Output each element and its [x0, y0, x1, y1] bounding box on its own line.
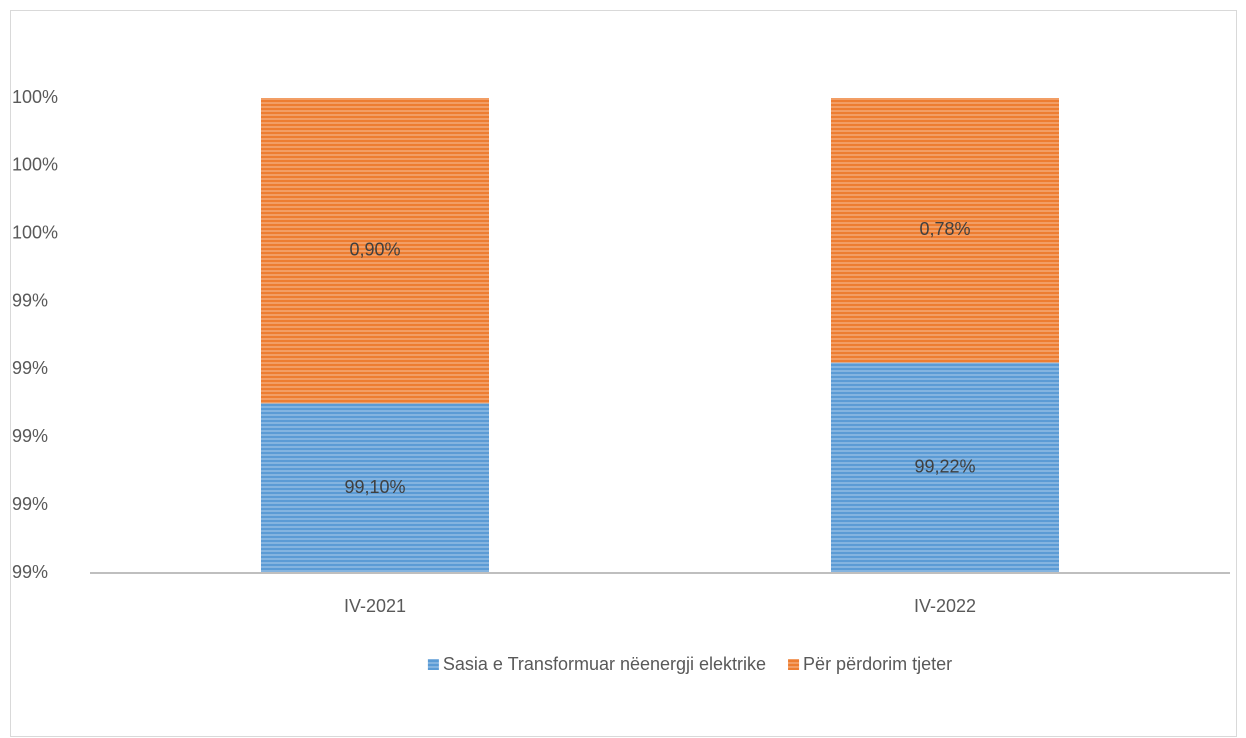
y-tick-label: 99% — [12, 290, 48, 310]
legend-label: Për përdorim tjeter — [803, 654, 952, 674]
legend-swatch — [788, 659, 800, 670]
x-tick-label: IV-2021 — [344, 596, 406, 616]
y-tick-label: 99% — [12, 358, 48, 378]
y-tick-label: 100% — [12, 155, 58, 175]
data-label: 0,78% — [919, 219, 970, 239]
x-tick-label: IV-2022 — [914, 596, 976, 616]
data-label: 0,90% — [349, 239, 400, 259]
bar-segment — [831, 98, 1059, 363]
y-tick-label: 99% — [12, 562, 48, 582]
legend-swatch — [427, 659, 439, 670]
y-tick-label: 100% — [12, 222, 58, 242]
chart-frame — [10, 10, 1237, 737]
legend: Sasia e Transformuar nëenergji elektrike… — [427, 654, 952, 674]
data-label: 99,22% — [914, 457, 975, 477]
data-label: 99,10% — [344, 477, 405, 497]
y-tick-label: 99% — [12, 426, 48, 446]
bar-segment — [831, 362, 1059, 573]
y-tick-label: 100% — [12, 87, 58, 107]
bar-segment — [261, 403, 489, 573]
bar-segment — [261, 98, 489, 404]
y-tick-label: 99% — [12, 494, 48, 514]
legend-label: Sasia e Transformuar nëenergji elektrike — [443, 654, 766, 674]
